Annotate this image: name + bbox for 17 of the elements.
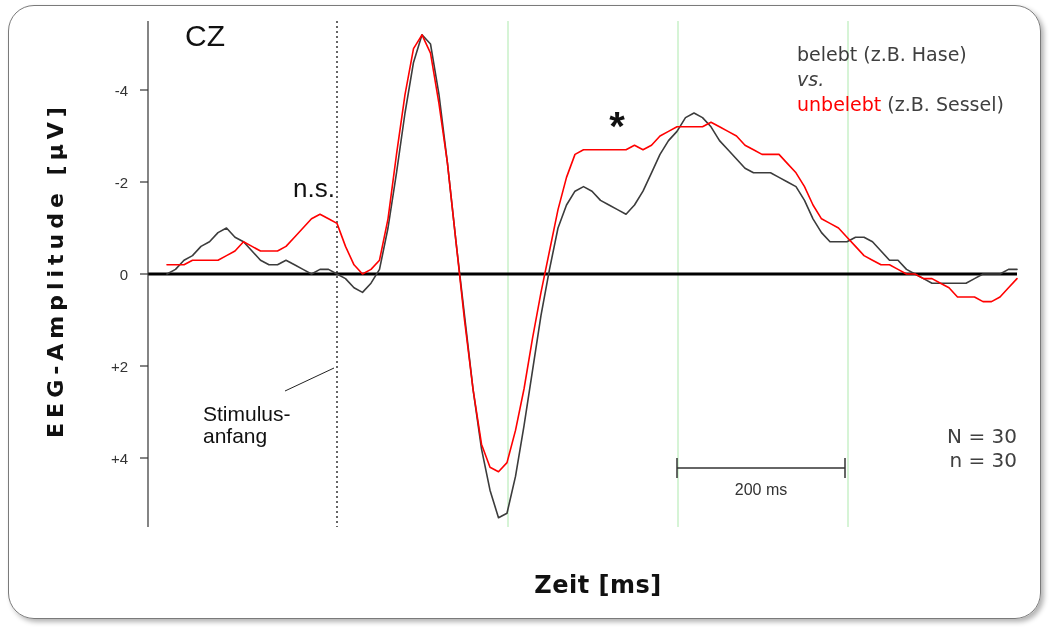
text: Stimulus- anfang [203,402,291,447]
chart-title: CZ [185,19,225,52]
y-tick-label: -4 [114,81,128,99]
annotation: * [609,104,626,148]
y-tick-label: 0 [119,265,128,283]
annotation: 200 ms [734,480,788,498]
annotation: N = 30 [947,424,1017,448]
annotation: n = 30 [949,448,1017,472]
y-axis-title: EEG-Amplitude [µV] [43,102,68,438]
x-axis-title: Zeit [ms] [534,571,662,599]
y-tick-label: +4 [110,449,128,467]
y-tick-label: +2 [110,357,128,375]
text: unbelebt (z.B. Sessel) [797,93,1004,115]
y-tick-label: -2 [114,173,128,191]
annotation: vs. [797,68,825,90]
annotation: n.s. [293,173,335,203]
text: belebt (z.B. Hase) [797,43,967,65]
